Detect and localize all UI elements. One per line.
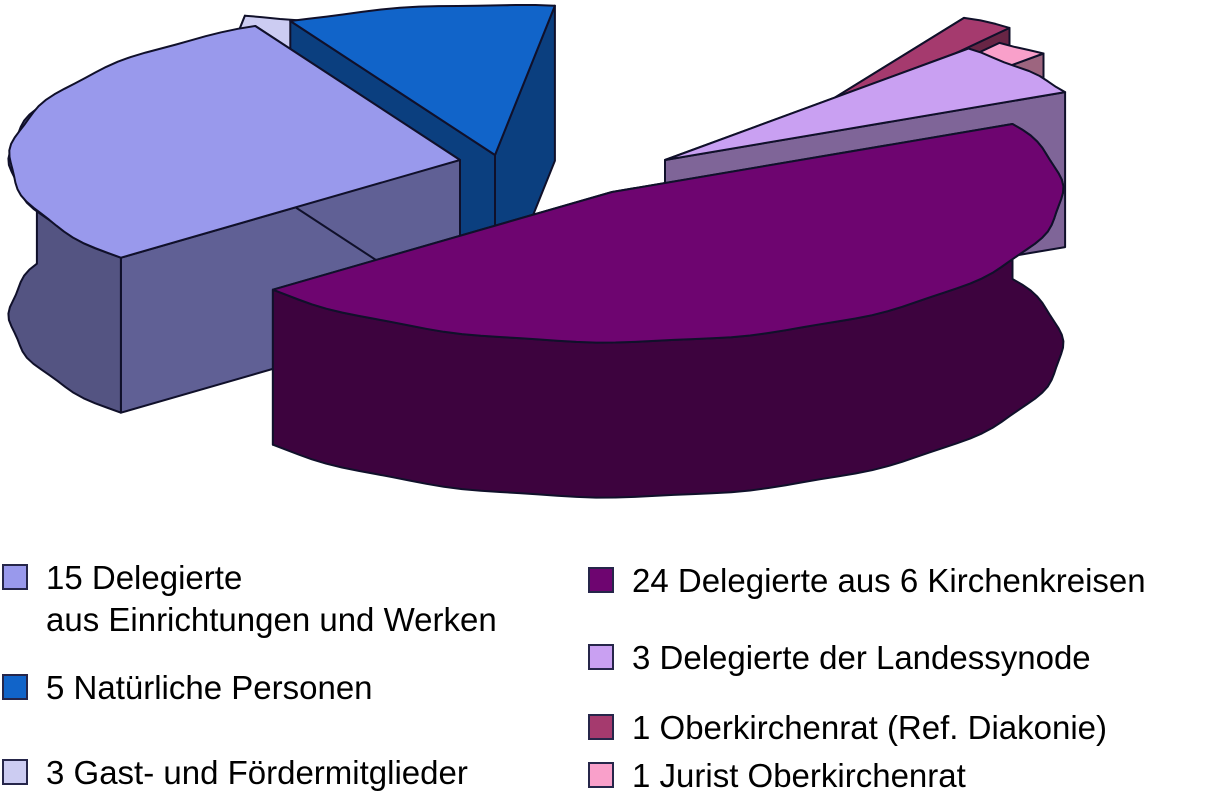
slice-top-natuerliche bbox=[289, 4, 556, 156]
legend-text: 5 Natürliche Personen bbox=[46, 669, 373, 706]
legend-swatch-oberkirchenrat bbox=[588, 714, 614, 740]
legend-label-jurist: 1 Jurist Oberkirchenrat bbox=[632, 755, 966, 797]
legend-swatch-gast bbox=[2, 759, 28, 785]
legend-text: 3 Gast- und Fördermitglieder bbox=[46, 754, 468, 791]
pie-chart-3d bbox=[7, 4, 1067, 499]
slice-top-kirchenkreise bbox=[271, 123, 1065, 344]
legend-item-jurist: 1 Jurist Oberkirchenrat bbox=[588, 757, 966, 797]
legend-label-landessynode: 3 Delegierte der Landessynode bbox=[632, 637, 1091, 679]
slice-top-einrichtungen bbox=[8, 25, 461, 259]
legend-label-natuerliche: 5 Natürliche Personen bbox=[46, 667, 373, 709]
legend-swatch-natuerliche bbox=[2, 674, 28, 700]
legend-item-kirchenkreise: 24 Delegierte aus 6 Kirchenkreisen bbox=[588, 562, 1146, 602]
legend-swatch-jurist bbox=[588, 762, 614, 788]
legend-label-gast: 3 Gast- und Fördermitglieder bbox=[46, 752, 468, 794]
legend-label-kirchenkreise: 24 Delegierte aus 6 Kirchenkreisen bbox=[632, 560, 1146, 602]
legend-swatch-landessynode bbox=[588, 644, 614, 670]
pie-slice-kirchenkreise bbox=[271, 123, 1065, 499]
legend-item-natuerliche: 5 Natürliche Personen bbox=[2, 669, 373, 709]
legend-text: 24 Delegierte aus 6 Kirchenkreisen bbox=[632, 562, 1146, 599]
legend-item-einrichtungen: 15 Delegierte aus Einrichtungen und Werk… bbox=[2, 559, 497, 641]
legend-swatch-kirchenkreise bbox=[588, 567, 614, 593]
legend-item-gast: 3 Gast- und Fördermitglieder bbox=[2, 754, 468, 794]
legend-text: aus Einrichtungen und Werken bbox=[46, 601, 497, 638]
slice-top-landessynode bbox=[664, 47, 1067, 161]
legend-swatch-einrichtungen bbox=[2, 564, 28, 590]
legend-text: 1 Jurist Oberkirchenrat bbox=[632, 757, 966, 794]
legend-text: 1 Oberkirchenrat (Ref. Diakonie) bbox=[632, 709, 1108, 746]
pie-chart-canvas bbox=[7, 4, 1067, 499]
legend-item-landessynode: 3 Delegierte der Landessynode bbox=[588, 639, 1091, 679]
legend-item-oberkirchenrat: 1 Oberkirchenrat (Ref. Diakonie) bbox=[588, 709, 1107, 749]
legend-label-einrichtungen: 15 Delegierte aus Einrichtungen und Werk… bbox=[46, 557, 497, 641]
legend-label-oberkirchenrat: 1 Oberkirchenrat (Ref. Diakonie) bbox=[632, 707, 1107, 749]
legend-text: 15 Delegierte bbox=[46, 559, 243, 596]
legend-text: 3 Delegierte der Landessynode bbox=[632, 639, 1091, 676]
